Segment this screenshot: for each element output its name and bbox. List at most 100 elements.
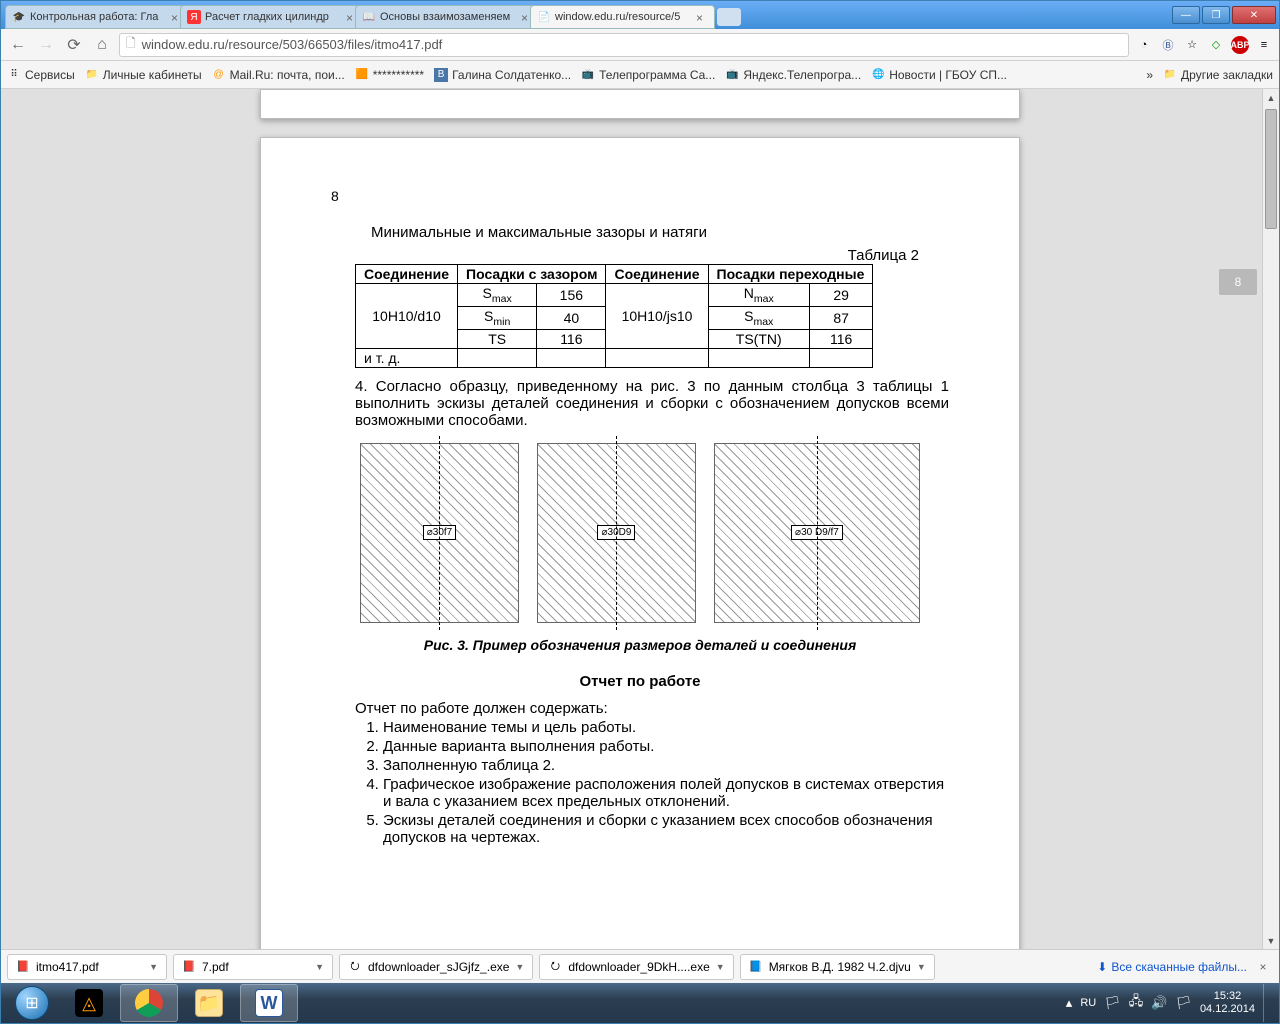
td: Smax: [708, 306, 809, 329]
chevron-icon: »: [1146, 68, 1153, 82]
bookmark-item[interactable]: 📺Яндекс.Телепрогра...: [725, 68, 861, 82]
chevron-down-icon[interactable]: ▼: [315, 962, 324, 972]
download-item[interactable]: ⭮dfdownloader_9DkH....exe▼: [539, 954, 733, 980]
task-item[interactable]: [120, 984, 178, 1022]
folder-icon: 📁: [1163, 68, 1177, 82]
bookmark-item[interactable]: ⠿Сервисы: [7, 68, 75, 82]
reload-button[interactable]: ⟳: [63, 34, 85, 56]
apps-icon: ⠿: [7, 68, 21, 82]
bookmark-label: Новости | ГБОУ СП...: [889, 68, 1007, 82]
word-icon: W: [255, 989, 283, 1017]
aimp-icon: ◬: [75, 989, 103, 1017]
show-all-downloads[interactable]: ⬇Все скачанные файлы...: [1097, 960, 1247, 974]
clock[interactable]: 15:32 04.12.2014: [1200, 990, 1255, 1016]
mailru-icon: @: [212, 68, 226, 82]
volume-icon[interactable]: 🔊: [1151, 995, 1167, 1011]
download-item[interactable]: 📕itmo417.pdf▼: [7, 954, 167, 980]
download-name: dfdownloader_9DkH....exe: [568, 960, 709, 974]
pdf-icon: 📕: [182, 960, 196, 974]
navbar: ← → ⟳ ⌂ 🗋 window.edu.ru/resource/503/665…: [1, 29, 1279, 61]
chevron-down-icon[interactable]: ▼: [515, 962, 524, 972]
ext-icon[interactable]: ◔: [1135, 36, 1153, 54]
menu-icon[interactable]: ≡: [1255, 36, 1273, 54]
task-item[interactable]: ◬: [60, 984, 118, 1022]
browser-tab-1[interactable]: Я Расчет гладких цилиндр ×: [180, 5, 365, 29]
bookmark-label: ***********: [373, 68, 424, 82]
tab-strip: 🎓 Контрольная работа: Гла × Я Расчет гла…: [1, 1, 1171, 29]
downloads-close-icon[interactable]: ×: [1253, 960, 1273, 974]
td: 87: [809, 306, 872, 329]
action-icon[interactable]: 🏳: [1175, 995, 1192, 1011]
new-tab-button[interactable]: [717, 8, 741, 26]
download-item[interactable]: 📕 7.pdf ▼: [173, 954, 333, 980]
td: 10H10/js10: [606, 284, 708, 349]
flag-icon[interactable]: 🏳: [1104, 995, 1121, 1011]
home-button[interactable]: ⌂: [91, 34, 113, 56]
report-item: Заполненную таблица 2.: [383, 757, 949, 774]
chevron-down-icon[interactable]: ▼: [917, 962, 926, 972]
browser-tab-3[interactable]: 📄 window.edu.ru/resource/5 ×: [530, 5, 715, 29]
bookmark-item[interactable]: 📺Телепрограмма Са...: [581, 68, 715, 82]
ext-icon[interactable]: ◇: [1207, 36, 1225, 54]
scroll-down-icon[interactable]: ▼: [1263, 932, 1279, 949]
show-desktop-button[interactable]: [1263, 984, 1271, 1022]
chevron-down-icon[interactable]: ▼: [716, 962, 725, 972]
bookmark-label: Личные кабинеты: [103, 68, 202, 82]
download-item[interactable]: ⭮dfdownloader_sJGjfz_.exe▼: [339, 954, 533, 980]
omnibox[interactable]: 🗋 window.edu.ru/resource/503/66503/files…: [119, 33, 1129, 57]
figure-caption: Рис. 3. Пример обозначения размеров дета…: [331, 637, 949, 653]
other-bookmarks[interactable]: 📁Другие закладки: [1163, 68, 1273, 82]
lang-indicator[interactable]: RU: [1080, 997, 1096, 1009]
th: Соединение: [606, 265, 708, 284]
vk-icon: B: [434, 68, 448, 82]
back-button[interactable]: ←: [7, 34, 29, 56]
window-controls: — ❐ ✕: [1171, 1, 1279, 29]
td: и т. д.: [356, 348, 458, 367]
favicon-3: 📄: [537, 10, 551, 24]
chevron-down-icon[interactable]: ▼: [149, 962, 158, 972]
explorer-icon: 📁: [195, 989, 223, 1017]
report-item: Графическое изображение расположения пол…: [383, 776, 949, 810]
favicon-2: 📖: [362, 10, 376, 24]
download-icon: ⬇: [1097, 960, 1107, 974]
bookmark-item[interactable]: 📁Личные кабинеты: [85, 68, 202, 82]
minimize-button[interactable]: —: [1172, 6, 1200, 24]
bookmark-label: Яндекс.Телепрогра...: [743, 68, 861, 82]
td: Smin: [458, 306, 537, 329]
report-item: Эскизы деталей соединения и сборки с ука…: [383, 812, 949, 846]
th: Посадки переходные: [708, 265, 873, 284]
paragraph-item4: 4. Согласно образцу, приведенному на рис…: [355, 378, 949, 429]
tab-title-2: Основы взаимозаменяем: [380, 11, 519, 23]
bookmark-item[interactable]: BГалина Солдатенко...: [434, 68, 571, 82]
star-icon[interactable]: ☆: [1183, 36, 1201, 54]
download-name: itmo417.pdf: [36, 960, 99, 974]
tab-close-icon[interactable]: ×: [696, 11, 708, 23]
bookmark-item[interactable]: 🌐Новости | ГБОУ СП...: [871, 68, 1007, 82]
browser-tab-0[interactable]: 🎓 Контрольная работа: Гла ×: [5, 5, 190, 29]
download-name: 7.pdf: [202, 960, 229, 974]
data-table: Соединение Посадки с зазором Соединение …: [355, 264, 873, 368]
tray-up-icon[interactable]: ▴: [1066, 995, 1073, 1011]
task-item[interactable]: W: [240, 984, 298, 1022]
bookmark-overflow[interactable]: »: [1146, 68, 1153, 82]
ext-icon[interactable]: Ⓑ: [1159, 36, 1177, 54]
download-item[interactable]: 📘Мягков В.Д. 1982 Ч.2.djvu▼: [740, 954, 935, 980]
windows-icon: ⊞: [15, 986, 49, 1020]
fig-sketch-3: ⌀30 D9/f7: [714, 443, 920, 623]
clock-time: 15:32: [1200, 990, 1255, 1003]
scroll-thumb[interactable]: [1265, 109, 1277, 229]
network-icon[interactable]: 🖧: [1129, 992, 1144, 1014]
scroll-up-icon[interactable]: ▲: [1263, 89, 1279, 106]
bookmark-item[interactable]: @Mail.Ru: почта, пои...: [212, 68, 345, 82]
start-button[interactable]: ⊞: [5, 983, 59, 1023]
maximize-button[interactable]: ❐: [1202, 6, 1230, 24]
task-item[interactable]: 📁: [180, 984, 238, 1022]
bookmark-item[interactable]: 🟧***********: [355, 68, 424, 82]
window-close-button[interactable]: ✕: [1232, 6, 1276, 24]
vertical-scrollbar[interactable]: ▲ ▼: [1262, 89, 1279, 949]
page-number: 8: [331, 188, 949, 204]
browser-tab-2[interactable]: 📖 Основы взаимозаменяем ×: [355, 5, 540, 29]
forward-button[interactable]: →: [35, 34, 57, 56]
pdf-previous-page-edge: [260, 89, 1020, 119]
abp-icon[interactable]: ABP: [1231, 36, 1249, 54]
